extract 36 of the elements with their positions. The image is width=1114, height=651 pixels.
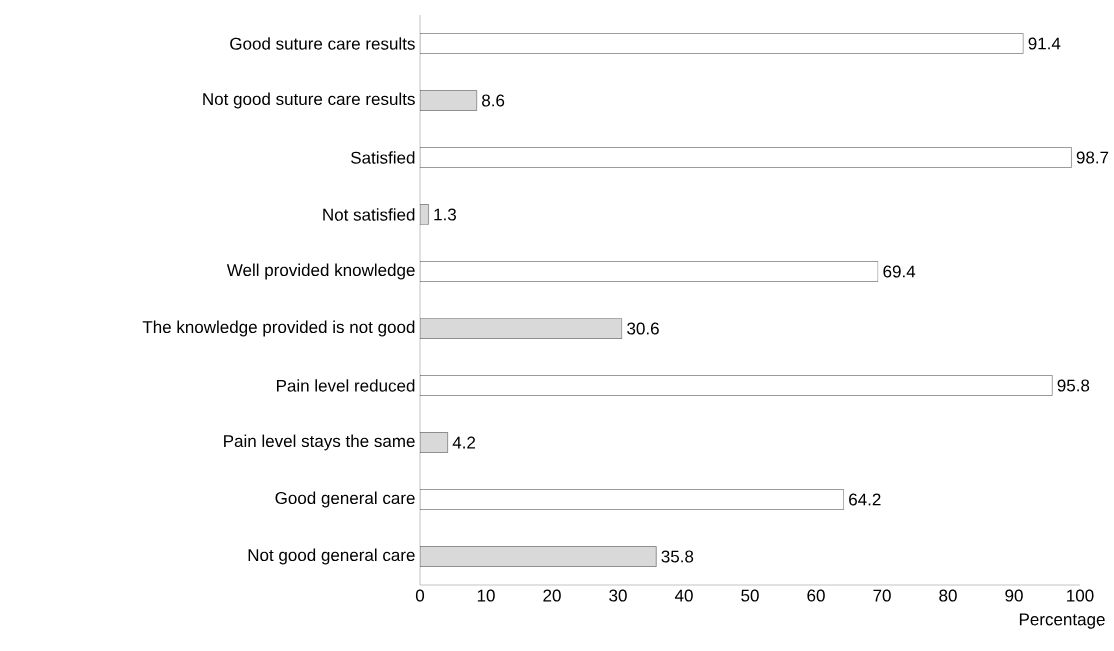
data-label: 69.4 xyxy=(883,265,916,278)
y-tick-label: Good suture care results xyxy=(230,37,415,50)
bar xyxy=(420,33,1024,54)
x-tick-label: 40 xyxy=(674,589,693,602)
data-label: 98.7 xyxy=(1076,151,1109,164)
data-label: 91.4 xyxy=(1028,37,1061,50)
y-tick-label: Not good suture care results xyxy=(203,92,415,109)
x-tick-label: 100 xyxy=(1067,589,1094,602)
x-tick-label: 60 xyxy=(807,589,825,602)
y-tick-label: Pain level reduced xyxy=(277,379,415,392)
y-tick-label: Good general care xyxy=(275,491,415,508)
data-label: 64.2 xyxy=(849,493,881,506)
y-tick-label: Not good general care xyxy=(248,548,415,565)
bar xyxy=(420,318,623,339)
x-tick-label: 90 xyxy=(1005,589,1023,602)
x-tick-label: 10 xyxy=(477,589,495,602)
x-tick-label: 50 xyxy=(741,589,759,602)
data-label: 35.8 xyxy=(661,550,694,563)
x-tick-label: 80 xyxy=(939,589,957,602)
data-label: 95.8 xyxy=(1057,379,1090,392)
data-label: 8.6 xyxy=(482,94,505,107)
x-tick-label: 0 xyxy=(415,589,425,602)
y-tick-label: Satisfied xyxy=(351,151,415,164)
y-tick-label: Not satisfied xyxy=(323,208,415,221)
data-label: 4.2 xyxy=(452,436,476,449)
data-label: 1.3 xyxy=(434,208,456,221)
y-tick-label: Pain level stays the same xyxy=(224,434,415,451)
data-label: 30.6 xyxy=(627,322,659,335)
x-tick-label: 70 xyxy=(873,589,891,602)
y-tick-label: The knowledge provided is not good xyxy=(142,320,415,337)
y-tick-label: Well provided knowledge xyxy=(226,263,415,280)
bar xyxy=(420,489,844,510)
x-tick-label: 20 xyxy=(543,589,561,602)
bar xyxy=(420,261,879,282)
x-axis-title: Percentage xyxy=(1019,613,1105,629)
x-tick-label: 30 xyxy=(609,589,627,602)
